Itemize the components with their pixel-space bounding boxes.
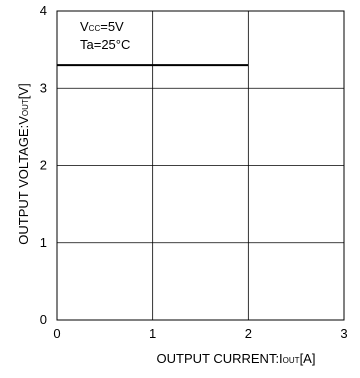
x-axis-title-main: OUTPUT CURRENT:I — [157, 351, 283, 366]
x-tick-label: 3 — [340, 326, 347, 341]
y-tick-label: 2 — [40, 158, 47, 173]
y-axis-title-unit: [V] — [16, 83, 31, 99]
annotation-vcc-main: V — [80, 19, 89, 34]
y-tick-label: 0 — [40, 312, 47, 327]
x-tick-label: 0 — [53, 326, 60, 341]
y-axis-title: OUTPUT VOLTAGE:VOUT[V] — [16, 83, 31, 244]
annotation-vcc: VCC=5V — [80, 19, 124, 34]
y-tick-label: 3 — [40, 80, 47, 95]
y-axis-title-sub: OUT — [21, 99, 30, 116]
x-axis-title: OUTPUT CURRENT:IOUT[A] — [157, 351, 316, 366]
x-axis-title-unit: [A] — [300, 351, 316, 366]
x-tick-label: 2 — [245, 326, 252, 341]
y-axis-title-main: OUTPUT VOLTAGE:V — [16, 116, 31, 245]
annotation-ta: Ta=25°C — [80, 37, 130, 52]
x-tick-labels: 0 1 2 3 — [53, 326, 347, 341]
x-axis-title-sub: OUT — [283, 356, 300, 365]
annotation-box: VCC=5V Ta=25°C — [80, 19, 130, 52]
grid-lines — [57, 11, 344, 320]
x-tick-label: 1 — [149, 326, 156, 341]
annotation-vcc-rest: =5V — [100, 19, 124, 34]
y-tick-labels: 0 1 2 3 4 — [40, 3, 47, 327]
y-tick-label: 4 — [40, 3, 47, 18]
y-tick-label: 1 — [40, 235, 47, 250]
annotation-vcc-sub: CC — [89, 24, 101, 33]
